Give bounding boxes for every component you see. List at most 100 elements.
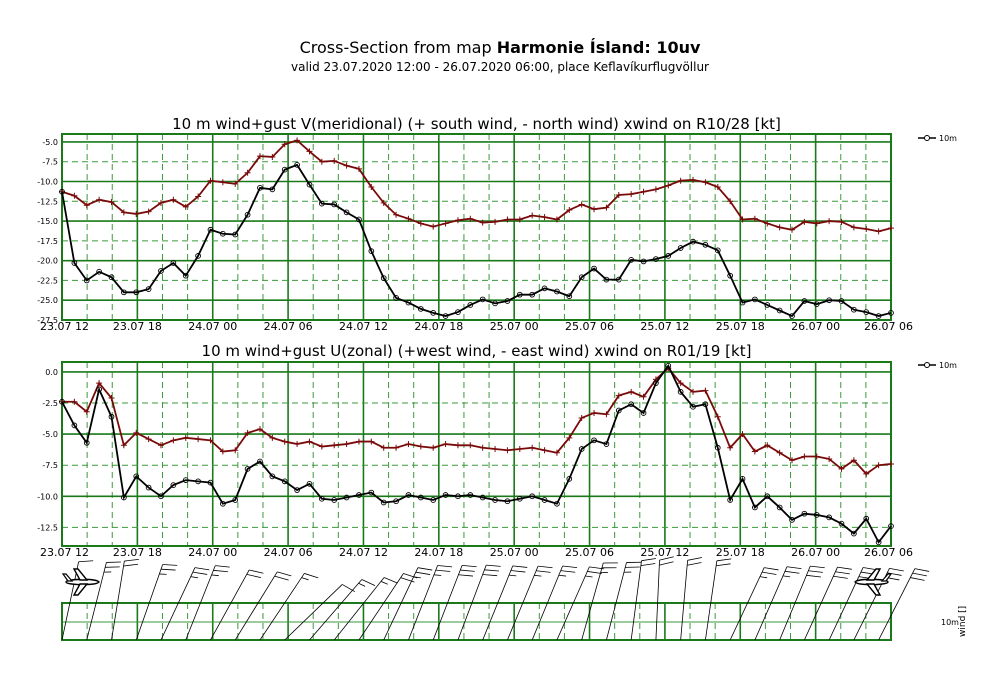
gust-point	[417, 443, 424, 450]
gust-point	[492, 218, 499, 225]
wind-point	[467, 302, 474, 308]
x-tick-label: 24.07 18	[414, 546, 463, 559]
gust-point	[232, 180, 239, 187]
wind-point	[356, 216, 362, 223]
barb-feather	[762, 571, 777, 575]
gust-point	[182, 203, 189, 210]
plane-body	[854, 578, 889, 586]
wind-point	[714, 444, 721, 451]
wind-point	[603, 441, 610, 447]
wind-point	[851, 530, 857, 537]
wind-point	[615, 407, 622, 414]
gust-point	[306, 148, 313, 155]
barb-feather	[786, 566, 802, 570]
barb-feather	[810, 565, 825, 569]
gust-point	[393, 444, 400, 451]
gust-point	[108, 199, 115, 206]
gust-point	[269, 153, 276, 160]
gust-point	[380, 444, 387, 451]
wind-point	[318, 200, 325, 207]
y-tick-label: -12.5	[37, 523, 58, 532]
gust-point	[256, 153, 263, 160]
wind-point	[591, 437, 597, 444]
wind-point	[665, 253, 672, 259]
wind-point	[145, 286, 152, 292]
wind-point	[875, 313, 882, 319]
gust-point	[888, 225, 894, 232]
gust-point	[541, 214, 548, 221]
wind-point	[442, 313, 449, 319]
gust-point	[195, 436, 202, 443]
x-tick-label: 24.07 12	[339, 320, 388, 333]
barb-feather	[213, 569, 228, 573]
barb-feather	[587, 571, 602, 574]
legend-label: 10m	[939, 361, 957, 370]
gust-point	[294, 441, 301, 448]
gust-point	[875, 462, 882, 469]
gust-point	[157, 199, 164, 206]
barb-feather	[460, 569, 475, 572]
gust-point	[566, 206, 573, 213]
gust-series-line	[62, 366, 892, 476]
wind-point	[801, 510, 808, 517]
gust-point	[269, 434, 276, 441]
wind-barb	[86, 562, 107, 641]
wind-point	[430, 310, 437, 316]
wind-point	[356, 492, 362, 498]
y-tick-label: -27.5	[37, 316, 58, 325]
gust-point	[195, 193, 202, 200]
panel-title: 10 m wind+gust U(zonal) (+west wind, - e…	[202, 342, 752, 360]
x-tick-label: 25.07 18	[716, 546, 765, 559]
wind-point	[108, 413, 115, 420]
wind-point	[182, 477, 189, 483]
barb-feather	[687, 562, 702, 566]
barb-feather	[383, 577, 398, 584]
legend-label: 10m	[939, 134, 957, 143]
gust-point	[826, 218, 833, 225]
wind-point	[541, 497, 548, 503]
wind-series-line	[61, 363, 892, 544]
gust-point	[331, 157, 338, 164]
wind-point	[393, 294, 399, 301]
wind-point	[417, 494, 424, 501]
wind-point	[714, 247, 721, 254]
wind-point	[826, 514, 832, 521]
gust-point	[529, 212, 536, 219]
barb-legend-label: 10m	[941, 618, 959, 627]
gust-point	[789, 457, 796, 464]
gust-point	[83, 202, 90, 209]
wind-point	[566, 476, 573, 482]
gust-point	[529, 444, 536, 451]
barb-feather	[562, 565, 578, 569]
gust-point	[504, 447, 511, 454]
chart-panel-2: 10 m wind+gust U(zonal) (+west wind, - e…	[37, 342, 957, 559]
barb-feather	[342, 584, 356, 593]
wind-point	[813, 301, 820, 308]
gust-point	[764, 220, 771, 227]
barb-feather	[764, 567, 779, 571]
wind-point	[875, 539, 882, 546]
wind-point	[417, 306, 424, 312]
gust-point	[355, 165, 362, 172]
wind-point	[578, 274, 585, 281]
wind-barb	[210, 569, 250, 641]
wind-point	[195, 253, 201, 259]
barb-feather	[716, 563, 731, 567]
wind-barb	[408, 565, 438, 641]
barb-feather	[889, 567, 904, 572]
barb-panel: 10m wind []	[61, 556, 968, 641]
gust-point	[207, 437, 214, 444]
gust-point	[776, 224, 783, 231]
gust-point	[368, 438, 375, 445]
barb-feather	[536, 570, 551, 573]
gust-point	[442, 220, 449, 227]
gust-point	[145, 208, 152, 215]
wind-point	[269, 473, 276, 480]
gust-point	[578, 201, 585, 208]
wind-barb	[729, 567, 765, 641]
barb-feather	[78, 560, 94, 563]
page-subtitle: valid 23.07.2020 12:00 - 26.07.2020 06:0…	[290, 60, 709, 74]
gust-point	[714, 413, 721, 420]
wind-point	[121, 494, 127, 501]
gust-point	[318, 158, 325, 165]
